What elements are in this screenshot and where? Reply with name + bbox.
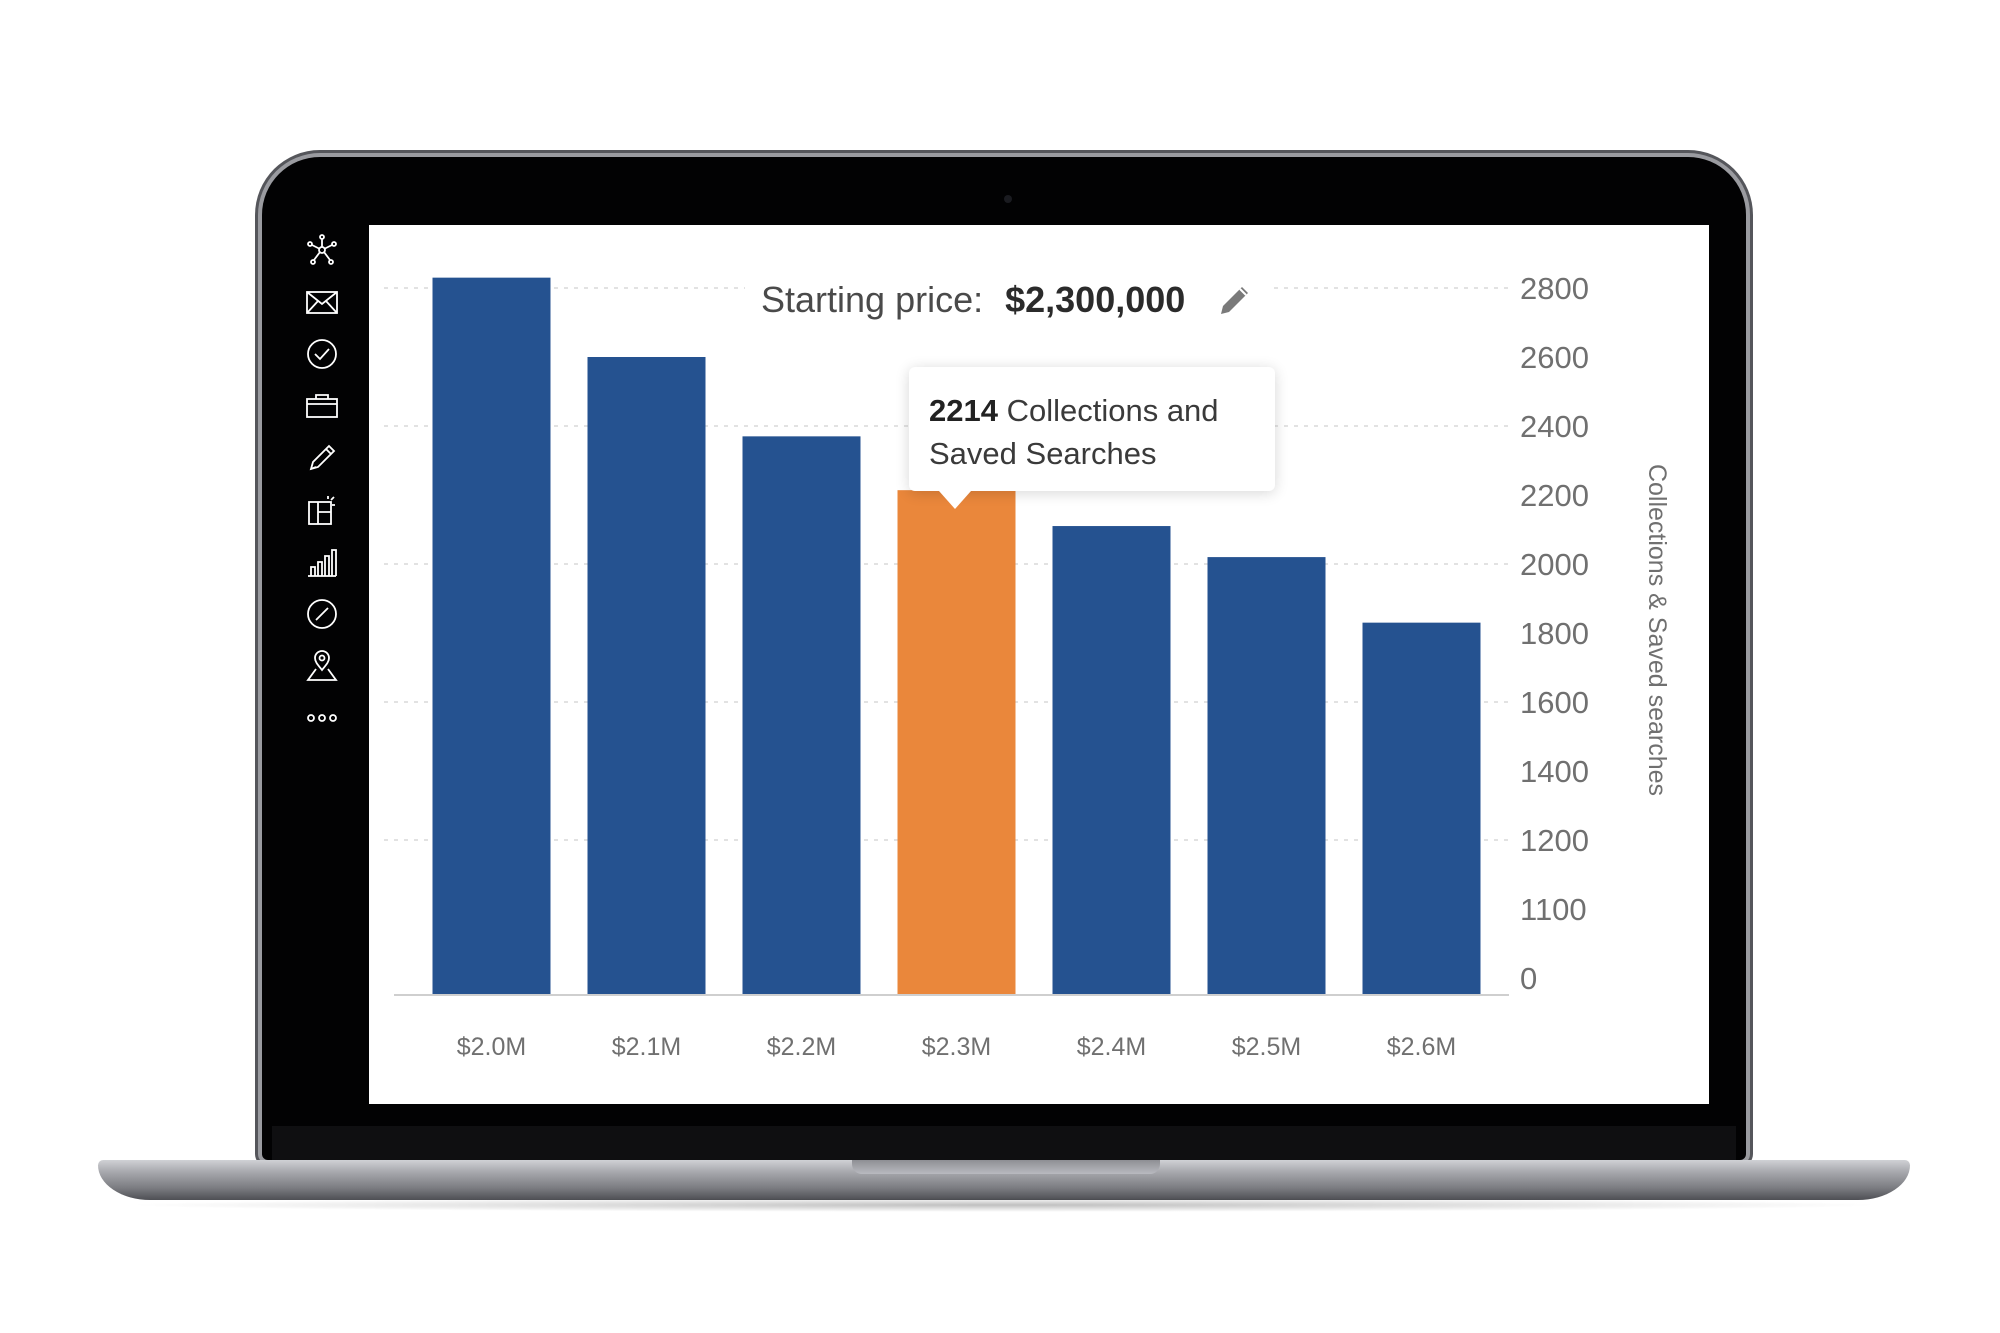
dashboard-icon[interactable] bbox=[290, 488, 354, 532]
x-tick-label: $2.4M bbox=[1077, 1033, 1146, 1061]
y-tick-label: 2600 bbox=[1520, 340, 1589, 375]
y-tick-label: 1800 bbox=[1520, 616, 1589, 651]
briefcase-icon[interactable] bbox=[290, 384, 354, 428]
bar-1[interactable] bbox=[587, 357, 706, 994]
y-tick-label: 1400 bbox=[1520, 754, 1589, 789]
y-tick-label: 2400 bbox=[1520, 409, 1589, 444]
laptop-hinge bbox=[272, 1126, 1736, 1160]
network-icon[interactable] bbox=[290, 228, 354, 272]
bar-chart-icon[interactable] bbox=[290, 540, 354, 584]
starting-price-value: $2,300,000 bbox=[1005, 279, 1186, 320]
bar-3[interactable] bbox=[897, 490, 1016, 994]
y-tick-label: 1100 bbox=[1520, 892, 1587, 927]
x-tick-label: $2.6M bbox=[1387, 1033, 1456, 1061]
bar-0[interactable] bbox=[432, 277, 551, 994]
more-icon[interactable] bbox=[290, 696, 354, 740]
chart-header: Starting price: $2,300,000 bbox=[745, 275, 1272, 325]
compass-icon[interactable] bbox=[290, 592, 354, 636]
x-tick-label: $2.0M bbox=[457, 1033, 526, 1061]
x-tick-label: $2.5M bbox=[1232, 1033, 1301, 1061]
screen: $2.0M $2.1M $2.2M $2.3M $2.4M $2.5M $2.6M 0 1100… bbox=[369, 225, 1709, 1104]
y-tick-label: 0 bbox=[1520, 961, 1537, 996]
y-tick-label: 2800 bbox=[1520, 271, 1589, 306]
tooltip-line2: Saved Searches bbox=[929, 436, 1157, 471]
laptop-notch bbox=[852, 1160, 1160, 1174]
check-circle-icon[interactable] bbox=[290, 332, 354, 376]
y-tick-label: 1200 bbox=[1520, 823, 1589, 858]
webcam bbox=[1004, 195, 1012, 203]
x-tick-label: $2.1M bbox=[612, 1033, 681, 1061]
chart: $2.0M $2.1M $2.2M $2.3M $2.4M $2.5M $2.6M 0 1100… bbox=[384, 271, 1671, 1061]
x-tick-label: $2.3M bbox=[922, 1033, 991, 1061]
bar-6[interactable] bbox=[1362, 622, 1481, 994]
y-axis-title: Collections & Saved searches bbox=[1643, 464, 1671, 796]
y-tick-label: 2200 bbox=[1520, 478, 1589, 513]
starting-price-label: Starting price: bbox=[761, 279, 984, 320]
mail-icon[interactable] bbox=[290, 280, 354, 324]
bar-4[interactable] bbox=[1052, 526, 1171, 994]
laptop-shadow bbox=[120, 1198, 1888, 1212]
tooltip-value: 2214 bbox=[929, 393, 998, 428]
map-pin-icon[interactable] bbox=[290, 644, 354, 688]
bar-2[interactable] bbox=[742, 436, 861, 995]
tooltip-line1: Collections and bbox=[997, 393, 1219, 428]
x-tick-label: $2.2M bbox=[767, 1033, 836, 1061]
bar-tooltip: 2214 Collections and Saved Searches bbox=[909, 367, 1275, 509]
pencil-icon[interactable] bbox=[1215, 280, 1255, 320]
y-tick-label: 2000 bbox=[1520, 547, 1589, 582]
pencil-icon[interactable] bbox=[290, 436, 354, 480]
y-tick-label: 1600 bbox=[1520, 685, 1589, 720]
sidebar bbox=[290, 228, 354, 748]
bar-5[interactable] bbox=[1207, 557, 1326, 994]
